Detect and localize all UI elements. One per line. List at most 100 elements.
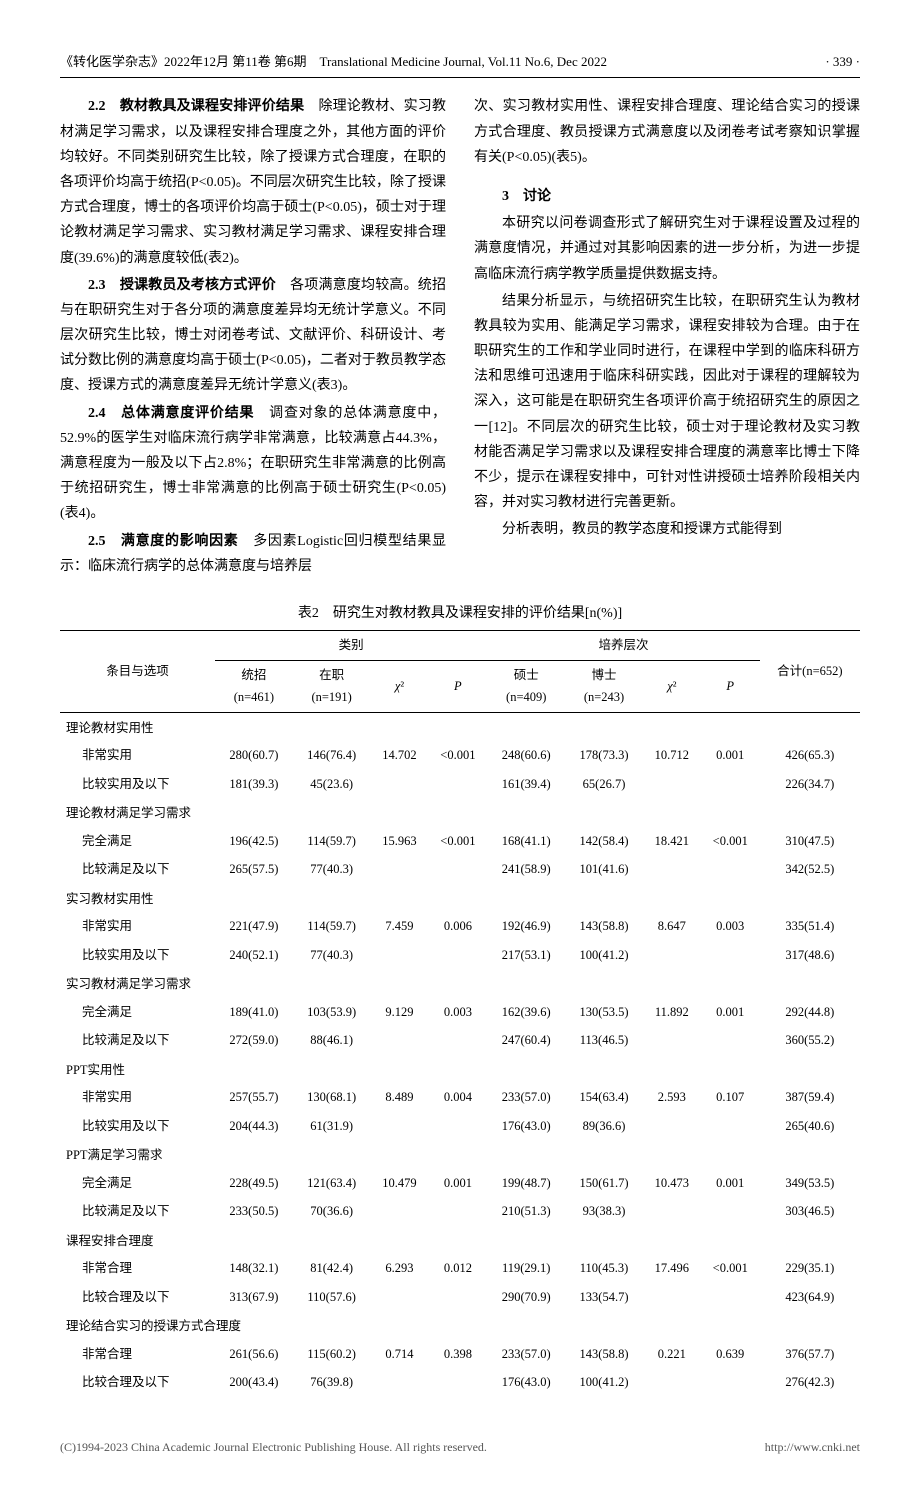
cell-chi1 <box>371 941 429 970</box>
cell-tz: 204(44.3) <box>215 1112 293 1141</box>
cell-chi2 <box>643 855 701 884</box>
table-row: 非常合理 261(56.6) 115(60.2) 0.714 0.398 233… <box>60 1340 860 1369</box>
row-label: 非常合理 <box>60 1254 215 1283</box>
table-row: 完全满足 189(41.0) 103(53.9) 9.129 0.003 162… <box>60 998 860 1027</box>
cell-bs: 100(41.2) <box>565 941 643 970</box>
cell-ss: 192(46.9) <box>487 912 565 941</box>
page-footer: (C)1994-2023 China Academic Journal Elec… <box>60 1437 860 1459</box>
cell-zz: 81(42.4) <box>293 1254 371 1283</box>
cell-bs: 143(58.8) <box>565 912 643 941</box>
cell-total: 303(46.5) <box>760 1197 860 1226</box>
cell-tz: 181(39.3) <box>215 770 293 799</box>
cell-tz: 280(60.7) <box>215 741 293 770</box>
row-label: 比较合理及以下 <box>60 1283 215 1312</box>
th-tongzhao: 统招(n=461) <box>215 660 293 712</box>
cell-zz: 76(39.8) <box>293 1368 371 1397</box>
cell-zz: 70(36.6) <box>293 1197 371 1226</box>
cell-zz: 77(40.3) <box>293 941 371 970</box>
table-row: 完全满足 196(42.5) 114(59.7) 15.963 <0.001 1… <box>60 827 860 856</box>
cell-bs: 130(53.5) <box>565 998 643 1027</box>
section-3-heading: 3 讨论 <box>474 184 860 209</box>
cell-total: 349(53.5) <box>760 1169 860 1198</box>
cell-p1 <box>428 1368 487 1397</box>
cell-tz: 196(42.5) <box>215 827 293 856</box>
row-label: 非常实用 <box>60 741 215 770</box>
table-row: 比较合理及以下 200(43.4) 76(39.8) 176(43.0) 100… <box>60 1368 860 1397</box>
cell-zz: 115(60.2) <box>293 1340 371 1369</box>
cell-p2 <box>701 855 760 884</box>
cell-p1: <0.001 <box>428 827 487 856</box>
row-label: 非常合理 <box>60 1340 215 1369</box>
cell-zz: 77(40.3) <box>293 855 371 884</box>
cell-total: 317(48.6) <box>760 941 860 970</box>
table-row: 非常实用 280(60.7) 146(76.4) 14.702 <0.001 2… <box>60 741 860 770</box>
row-label: 比较满足及以下 <box>60 855 215 884</box>
row-label: 非常实用 <box>60 912 215 941</box>
text-columns: 2.2 教材教具及课程安排评价结果 除理论教材、实习教材满足学习需求，以及课程安… <box>60 94 860 581</box>
cell-tz: 261(56.6) <box>215 1340 293 1369</box>
cell-bs: 154(63.4) <box>565 1083 643 1112</box>
cell-ss: 217(53.1) <box>487 941 565 970</box>
cell-chi2 <box>643 1026 701 1055</box>
cell-p1 <box>428 855 487 884</box>
cell-p1: 0.006 <box>428 912 487 941</box>
row-label: 完全满足 <box>60 998 215 1027</box>
cell-bs: 133(54.7) <box>565 1283 643 1312</box>
cell-p2: 0.639 <box>701 1340 760 1369</box>
cell-chi2: 10.473 <box>643 1169 701 1198</box>
cell-chi2: 0.221 <box>643 1340 701 1369</box>
cell-chi1 <box>371 1026 429 1055</box>
table-caption: 表2 研究生对教材教具及课程安排的评价结果[n(%)] <box>60 601 860 626</box>
cell-chi2 <box>643 941 701 970</box>
cell-bs: 100(41.2) <box>565 1368 643 1397</box>
cell-chi1 <box>371 1197 429 1226</box>
cell-chi2 <box>643 1368 701 1397</box>
cell-chi2: 17.496 <box>643 1254 701 1283</box>
discussion-p1: 本研究以问卷调查形式了解研究生对于课程设置及过程的满意度情况，并通过对其影响因素… <box>474 211 860 287</box>
cell-total: 310(47.5) <box>760 827 860 856</box>
th-p1: P <box>428 660 487 712</box>
cell-chi1: 0.714 <box>371 1340 429 1369</box>
cell-total: 426(65.3) <box>760 741 860 770</box>
cell-zz: 121(63.4) <box>293 1169 371 1198</box>
cell-chi2: 8.647 <box>643 912 701 941</box>
cell-p1 <box>428 770 487 799</box>
cell-p2: <0.001 <box>701 827 760 856</box>
cell-zz: 146(76.4) <box>293 741 371 770</box>
results-table: 条目与选项 类别 培养层次 合计(n=652) 统招(n=461) 在职(n=1… <box>60 630 860 1397</box>
cell-chi1: 10.479 <box>371 1169 429 1198</box>
discussion-p2: 结果分析显示，与统招研究生比较，在职研究生认为教材教具较为实用、能满足学习需求，… <box>474 289 860 516</box>
cell-chi1: 9.129 <box>371 998 429 1027</box>
section-2-4: 2.4 总体满意度评价结果 调查对象的总体满意度中，52.9%的医学生对临床流行… <box>60 401 446 527</box>
cell-chi2: 11.892 <box>643 998 701 1027</box>
page-header: 《转化医学杂志》2022年12月 第11卷 第6期 Translational … <box>60 50 860 78</box>
th-item: 条目与选项 <box>60 631 215 713</box>
row-label: 比较实用及以下 <box>60 941 215 970</box>
group-name: 理论教材实用性 <box>60 712 860 741</box>
cell-p2 <box>701 770 760 799</box>
table-row: 比较实用及以下 181(39.3) 45(23.6) 161(39.4) 65(… <box>60 770 860 799</box>
group-name: 实习教材满足学习需求 <box>60 969 860 998</box>
cell-ss: 233(57.0) <box>487 1083 565 1112</box>
cell-p2: 0.001 <box>701 741 760 770</box>
row-label: 比较合理及以下 <box>60 1368 215 1397</box>
continuation-text: 次、实习教材实用性、课程安排合理度、理论结合实习的授课方式合理度、教员授课方式满… <box>474 94 860 170</box>
group-name: PPT满足学习需求 <box>60 1140 860 1169</box>
table-row: 比较满足及以下 233(50.5) 70(36.6) 210(51.3) 93(… <box>60 1197 860 1226</box>
table-row: 比较实用及以下 240(52.1) 77(40.3) 217(53.1) 100… <box>60 941 860 970</box>
th-category: 类别 <box>215 631 487 661</box>
cell-chi2: 10.712 <box>643 741 701 770</box>
cell-ss: 241(58.9) <box>487 855 565 884</box>
cell-tz: 313(67.9) <box>215 1283 293 1312</box>
cell-chi1: 7.459 <box>371 912 429 941</box>
row-label: 完全满足 <box>60 1169 215 1198</box>
cell-bs: 150(61.7) <box>565 1169 643 1198</box>
table-row: 完全满足 228(49.5) 121(63.4) 10.479 0.001 19… <box>60 1169 860 1198</box>
cell-chi2: 2.593 <box>643 1083 701 1112</box>
journal-info-cn: 《转化医学杂志》2022年12月 第11卷 第6期 Translational … <box>60 50 607 73</box>
cell-total: 387(59.4) <box>760 1083 860 1112</box>
left-column: 2.2 教材教具及课程安排评价结果 除理论教材、实习教材满足学习需求，以及课程安… <box>60 94 446 581</box>
cell-chi2 <box>643 1197 701 1226</box>
group-name: 课程安排合理度 <box>60 1226 860 1255</box>
cell-p1: <0.001 <box>428 741 487 770</box>
